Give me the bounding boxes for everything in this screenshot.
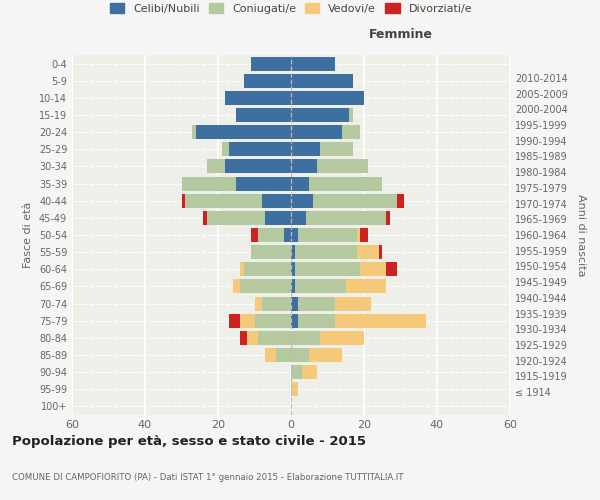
Bar bbox=[203, 211, 207, 225]
Bar bbox=[244, 74, 291, 88]
Bar bbox=[277, 348, 291, 362]
Text: COMUNE DI CAMPOFIORITO (PA) - Dati ISTAT 1° gennaio 2015 - Elaborazione TUTTITAL: COMUNE DI CAMPOFIORITO (PA) - Dati ISTAT… bbox=[12, 473, 404, 482]
Bar bbox=[262, 194, 291, 207]
Bar bbox=[335, 314, 426, 328]
Bar bbox=[298, 228, 357, 242]
Bar bbox=[251, 245, 291, 259]
Bar bbox=[221, 142, 229, 156]
Bar bbox=[240, 262, 244, 276]
Bar bbox=[291, 194, 313, 207]
Text: Popolazione per età, sesso e stato civile - 2015: Popolazione per età, sesso e stato civil… bbox=[12, 435, 366, 448]
Bar bbox=[181, 194, 185, 207]
Bar bbox=[361, 228, 368, 242]
Bar bbox=[291, 262, 295, 276]
Bar bbox=[226, 160, 291, 173]
Y-axis label: Fasce di età: Fasce di età bbox=[23, 202, 33, 268]
Bar bbox=[254, 314, 291, 328]
Bar bbox=[302, 365, 317, 379]
Bar bbox=[342, 125, 361, 139]
Bar bbox=[291, 74, 353, 88]
Bar bbox=[229, 142, 291, 156]
Bar bbox=[291, 91, 364, 105]
Bar bbox=[291, 245, 295, 259]
Bar bbox=[240, 280, 291, 293]
Bar bbox=[291, 56, 335, 70]
Bar bbox=[291, 176, 309, 190]
Bar bbox=[386, 211, 389, 225]
Bar bbox=[196, 125, 291, 139]
Bar bbox=[182, 176, 236, 190]
Bar bbox=[291, 365, 302, 379]
Bar bbox=[291, 296, 298, 310]
Bar bbox=[295, 280, 346, 293]
Bar bbox=[258, 331, 291, 345]
Bar bbox=[233, 280, 240, 293]
Bar bbox=[379, 245, 382, 259]
Bar bbox=[335, 296, 371, 310]
Bar bbox=[397, 194, 404, 207]
Bar bbox=[291, 348, 309, 362]
Bar bbox=[254, 296, 262, 310]
Bar bbox=[236, 108, 291, 122]
Bar bbox=[309, 176, 382, 190]
Bar bbox=[262, 296, 291, 310]
Bar bbox=[313, 194, 397, 207]
Bar bbox=[185, 194, 262, 207]
Text: Femmine: Femmine bbox=[368, 28, 433, 40]
Bar bbox=[247, 331, 258, 345]
Bar bbox=[265, 348, 277, 362]
Bar bbox=[291, 280, 295, 293]
Bar bbox=[356, 245, 379, 259]
Bar bbox=[386, 262, 397, 276]
Bar bbox=[320, 331, 364, 345]
Y-axis label: Anni di nascita: Anni di nascita bbox=[576, 194, 586, 276]
Bar bbox=[258, 228, 284, 242]
Bar bbox=[291, 125, 342, 139]
Bar bbox=[349, 108, 353, 122]
Bar bbox=[291, 211, 305, 225]
Bar bbox=[265, 211, 291, 225]
Bar bbox=[309, 348, 342, 362]
Bar bbox=[291, 160, 317, 173]
Bar bbox=[291, 108, 349, 122]
Bar bbox=[207, 211, 265, 225]
Bar bbox=[240, 314, 254, 328]
Bar bbox=[236, 176, 291, 190]
Bar bbox=[229, 314, 240, 328]
Bar bbox=[295, 245, 356, 259]
Bar bbox=[346, 280, 386, 293]
Bar bbox=[291, 382, 298, 396]
Bar bbox=[207, 160, 226, 173]
Bar bbox=[226, 91, 291, 105]
Bar bbox=[240, 331, 247, 345]
Bar bbox=[291, 331, 320, 345]
Bar bbox=[291, 142, 320, 156]
Bar bbox=[291, 314, 298, 328]
Bar bbox=[251, 228, 258, 242]
Bar bbox=[298, 296, 335, 310]
Bar bbox=[193, 125, 196, 139]
Legend: Celibi/Nubili, Coniugati/e, Vedovi/e, Divorziati/e: Celibi/Nubili, Coniugati/e, Vedovi/e, Di… bbox=[110, 3, 472, 13]
Bar bbox=[356, 228, 361, 242]
Bar bbox=[298, 314, 335, 328]
Bar bbox=[291, 228, 298, 242]
Bar bbox=[317, 160, 368, 173]
Bar bbox=[251, 56, 291, 70]
Bar bbox=[295, 262, 361, 276]
Bar bbox=[284, 228, 291, 242]
Bar bbox=[320, 142, 353, 156]
Bar bbox=[361, 262, 386, 276]
Bar bbox=[244, 262, 291, 276]
Bar bbox=[305, 211, 386, 225]
